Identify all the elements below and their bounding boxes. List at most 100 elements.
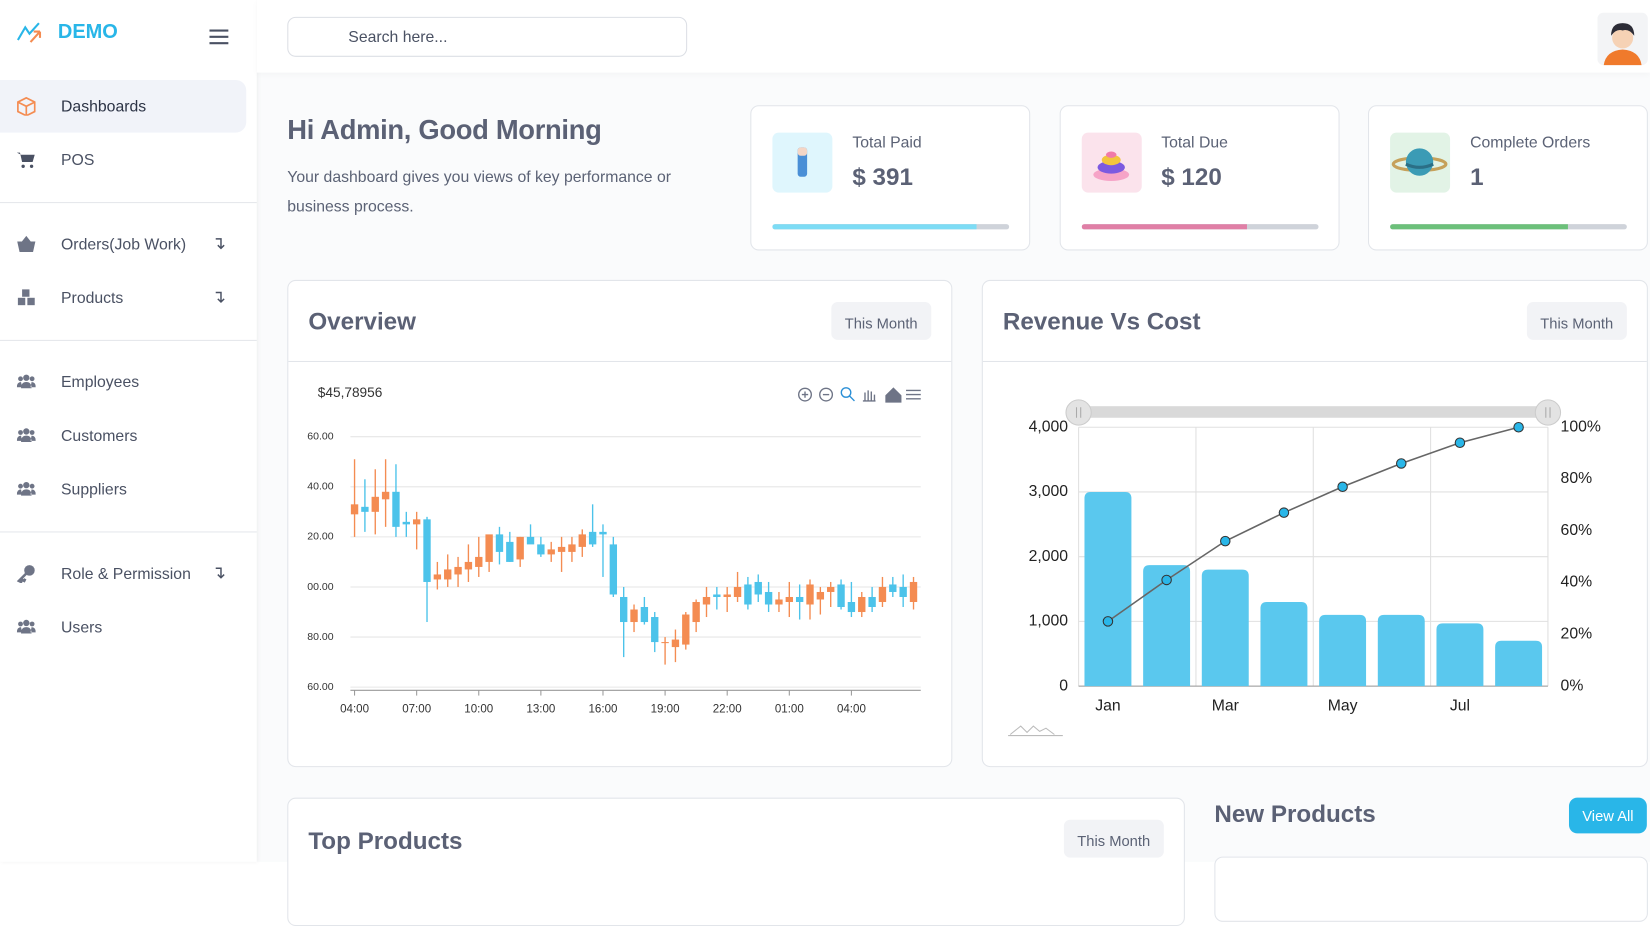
candle-body (464, 561, 473, 570)
menu-item[interactable]: Products (0, 271, 246, 324)
candle-body (361, 506, 369, 512)
card-title: Top Products (308, 827, 463, 855)
avatar[interactable] (1597, 12, 1648, 66)
stat-illustration (1092, 151, 1129, 181)
candle-body (847, 601, 856, 613)
menu-label: Products (61, 288, 124, 307)
line-marker (1102, 616, 1114, 627)
candle-body (764, 591, 773, 605)
y-tick-label: 60.00 (307, 681, 333, 693)
stat-value: $ 120 (1161, 163, 1222, 191)
candle-body (671, 639, 680, 648)
progress-fill (1081, 224, 1247, 230)
x-tick-label: 04:00 (340, 703, 369, 715)
candle-body (682, 614, 690, 645)
page: DEMO Dashboards POS Orders(Job Work) Produc… (0, 12, 1648, 926)
menu-group: Dashboards POS (0, 79, 257, 204)
candle-body (412, 519, 421, 525)
x-tick-label: May (1328, 697, 1358, 714)
filter-button[interactable]: This Month (1526, 302, 1627, 340)
menu-toggle[interactable] (209, 28, 229, 45)
line-marker (1161, 574, 1172, 586)
candle-body (889, 584, 897, 592)
stat-value: 1 (1470, 163, 1484, 191)
y-tick-label: 4,000 (1029, 418, 1069, 435)
candle-body (899, 586, 907, 597)
y2-tick-label: 40% (1561, 574, 1593, 591)
stat-illustration (1391, 148, 1448, 176)
bar (1143, 565, 1191, 687)
candle-body (547, 549, 555, 555)
x-tick-label: 01:00 (775, 703, 804, 715)
candle-body (444, 569, 452, 580)
menu-item[interactable]: Customers (0, 409, 246, 462)
progress-fill (1390, 224, 1568, 230)
progress-track (772, 224, 1010, 230)
menu-item[interactable]: Employees (0, 356, 246, 409)
menu-label: Employees (61, 373, 140, 391)
menu-item[interactable]: Users (0, 601, 246, 654)
view-all-button[interactable]: View All (1568, 797, 1647, 834)
candle-body (878, 586, 887, 602)
line-marker (1220, 535, 1231, 547)
menu-icon (17, 96, 36, 116)
x-tick-label: Jan (1095, 697, 1120, 714)
line-marker (1278, 507, 1290, 518)
candle-body (609, 544, 618, 595)
menu-label: Suppliers (61, 480, 127, 499)
candle-body (785, 596, 793, 602)
y-tick-label: 80.00 (307, 631, 333, 643)
candle-body (692, 601, 700, 623)
progress-track (1390, 224, 1627, 230)
candle-body (557, 546, 566, 552)
stat-card: Total Due $ 120 (1059, 105, 1340, 251)
candle-body (578, 534, 586, 547)
card-title: Revenue Vs Cost (1002, 307, 1201, 335)
bar (1260, 601, 1308, 687)
candle-body (454, 566, 462, 575)
menu-item[interactable]: Orders(Job Work) (0, 218, 246, 271)
candle-body (733, 586, 742, 597)
menu-label: POS (61, 151, 95, 169)
candle-body (754, 581, 762, 595)
candle-body (392, 491, 400, 527)
brand: DEMO (57, 21, 118, 44)
candle-body (723, 594, 731, 597)
y-tick-label: 20.00 (307, 531, 333, 543)
new-products-title: New Products (1214, 799, 1376, 828)
filter-button[interactable]: This Month (831, 302, 932, 340)
menu-item[interactable]: Dashboards (0, 79, 247, 133)
filter-button[interactable]: This Month (1063, 819, 1164, 858)
candle-body (381, 491, 390, 500)
divider (982, 360, 1647, 362)
zoom-slider (1008, 399, 1562, 737)
brand-logo (16, 22, 42, 43)
candle-body (713, 594, 721, 597)
stat-label: Total Paid (852, 133, 922, 152)
menu-group: Employees Customers Suppliers (0, 356, 257, 533)
menu-item[interactable]: Suppliers (0, 463, 246, 516)
menu-label: Users (61, 618, 103, 637)
progress-track (1081, 224, 1319, 230)
search-box[interactable]: Search here... (287, 16, 688, 57)
candle-body (795, 596, 804, 602)
menu-label: Role & Permission (61, 564, 191, 583)
candle-body (495, 534, 504, 552)
stat-icon (1390, 132, 1451, 193)
candle-body (350, 504, 359, 515)
menu-item[interactable]: POS (0, 134, 246, 187)
x-tick-label: 10:00 (464, 703, 493, 715)
menu-item[interactable]: Role & Permission (0, 547, 246, 600)
stat-value: $ 391 (852, 163, 913, 191)
bar (1436, 623, 1484, 687)
menu-icon (16, 481, 36, 496)
line-marker (1396, 458, 1407, 469)
y-tick-label: 0 (1059, 677, 1068, 694)
expand-arrow (215, 567, 225, 579)
line-series (1107, 426, 1519, 623)
candle-body (516, 536, 524, 560)
candle-body (837, 584, 845, 608)
menu-group: Role & Permission Users (0, 547, 257, 669)
stage: DEMO Dashboards POS Orders(Job Work) Produc… (0, 12, 1648, 926)
y-tick-label: 3,000 (1029, 483, 1069, 500)
